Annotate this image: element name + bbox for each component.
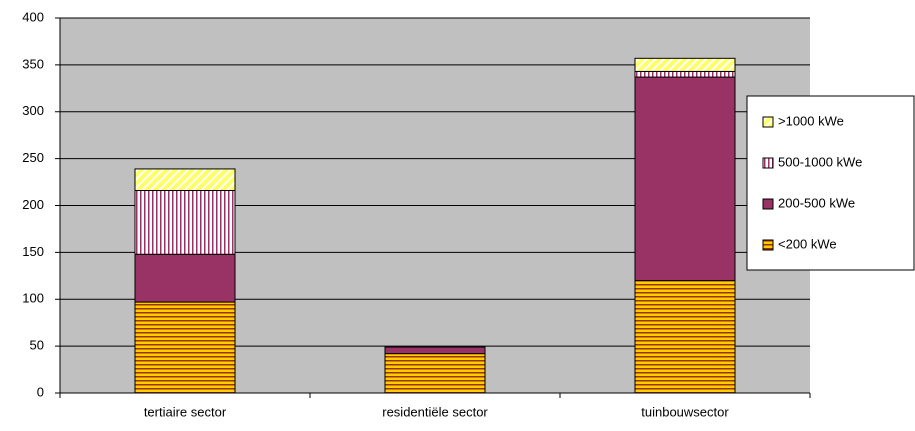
bar-segment	[134, 301, 236, 394]
legend-label: 200-500 kWe	[778, 195, 855, 210]
y-tick-label: 250	[22, 150, 44, 165]
legend-swatch	[762, 198, 774, 210]
bar-segment	[634, 57, 736, 72]
bar-segment	[384, 346, 486, 355]
y-tick-label: 400	[22, 9, 44, 24]
y-tick-label: 100	[22, 291, 44, 306]
y-tick-label: 350	[22, 56, 44, 71]
legend-label: <200 kWe	[778, 236, 837, 251]
bar-segment	[134, 190, 236, 255]
x-tick-label: tuinbouwsector	[641, 404, 729, 419]
y-tick-label: 50	[30, 338, 44, 353]
legend-swatch	[762, 157, 774, 169]
bar-segment	[134, 168, 236, 191]
legend-swatch	[762, 116, 774, 128]
legend	[746, 95, 915, 271]
y-tick-label: 300	[22, 103, 44, 118]
bar-segment	[634, 280, 736, 394]
bar-segment	[134, 253, 236, 303]
x-tick-label: residentiële sector	[382, 404, 488, 419]
legend-swatch	[762, 239, 774, 251]
y-tick-label: 150	[22, 244, 44, 259]
bar-segment	[634, 70, 736, 78]
legend-label: 500-1000 kWe	[778, 154, 862, 169]
y-tick-label: 0	[37, 384, 44, 399]
x-tick-label: tertiaire sector	[144, 404, 227, 419]
legend-label: >1000 kWe	[778, 113, 844, 128]
bar-segment	[384, 353, 486, 394]
bar-segment	[634, 76, 736, 281]
y-tick-label: 200	[22, 197, 44, 212]
